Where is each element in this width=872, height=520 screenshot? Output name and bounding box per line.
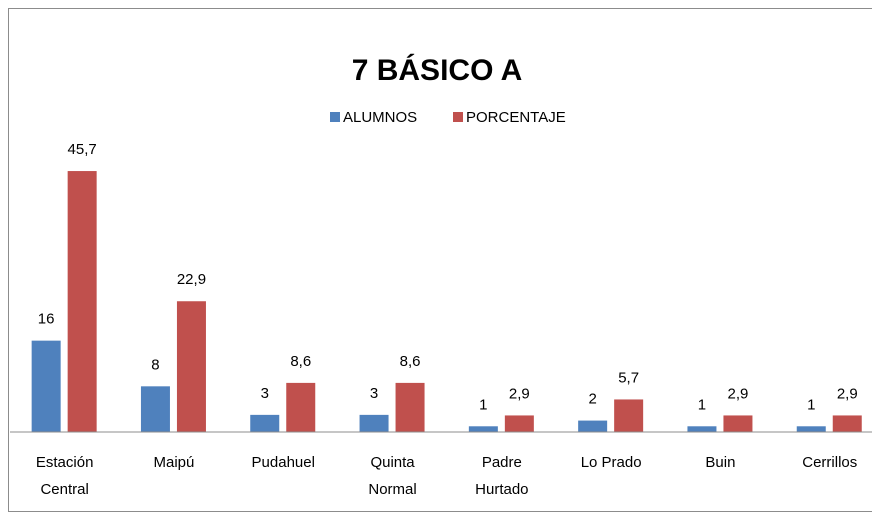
data-label: 8,6	[400, 353, 421, 370]
x-tick-label: Lo Prado	[581, 454, 642, 471]
bar	[504, 415, 534, 432]
bar	[796, 426, 826, 432]
x-tick-label: Quinta Normal	[368, 454, 416, 498]
x-tick-label-line: Estación	[36, 454, 94, 471]
data-label: 2,9	[728, 385, 749, 402]
x-tick-label: Padre Hurtado	[475, 454, 528, 498]
x-tick-label: Estación Central	[36, 454, 94, 498]
bar	[31, 340, 61, 432]
bar	[832, 415, 862, 432]
data-label: 1	[698, 396, 706, 413]
x-tick-label-line: Cerrillos	[802, 454, 857, 471]
x-tick-label: Maipú	[154, 454, 195, 471]
bar	[67, 171, 97, 433]
data-label: 8	[151, 356, 159, 373]
data-label: 3	[261, 385, 269, 402]
legend-label: PORCENTAJE	[466, 109, 566, 126]
bar	[359, 414, 389, 432]
x-tick-label-line: Padre	[482, 454, 522, 471]
x-tick-label-line: Lo Prado	[581, 454, 642, 471]
x-tick-label: Buin	[705, 454, 735, 471]
bar	[286, 382, 316, 432]
legend-swatch	[330, 112, 340, 122]
x-tick-label-line: Quinta	[370, 454, 415, 471]
data-label: 8,6	[290, 353, 311, 370]
data-label: 2,9	[837, 385, 858, 402]
x-tick-label-line: Normal	[368, 481, 416, 498]
bar	[723, 415, 753, 432]
data-label: 1	[807, 396, 815, 413]
bar	[140, 386, 170, 432]
bar	[578, 420, 608, 432]
bar	[468, 426, 498, 432]
x-tick-label-line: Hurtado	[475, 481, 528, 498]
x-tick-label-line: Pudahuel	[252, 454, 315, 471]
x-tick-label-line: Maipú	[154, 454, 195, 471]
x-tick-label-line: Central	[40, 481, 88, 498]
data-label: 1	[479, 396, 487, 413]
bar	[250, 414, 280, 432]
x-tick-label: Pudahuel	[252, 454, 315, 471]
bar	[395, 382, 425, 432]
legend-swatch	[453, 112, 463, 122]
legend-label: ALUMNOS	[343, 109, 417, 126]
data-label: 2	[588, 391, 596, 408]
data-label: 2,9	[509, 385, 530, 402]
bar	[614, 399, 644, 432]
x-tick-label: Cerrillos	[802, 454, 857, 471]
bar	[176, 301, 206, 432]
bar	[687, 426, 717, 432]
data-label: 3	[370, 385, 378, 402]
x-tick-label-line: Buin	[705, 454, 735, 471]
data-label: 22,9	[177, 271, 206, 288]
data-label: 45,7	[68, 141, 97, 158]
data-label: 5,7	[618, 369, 639, 386]
data-label: 16	[38, 311, 55, 328]
chart-title: 7 BÁSICO A	[352, 53, 523, 87]
